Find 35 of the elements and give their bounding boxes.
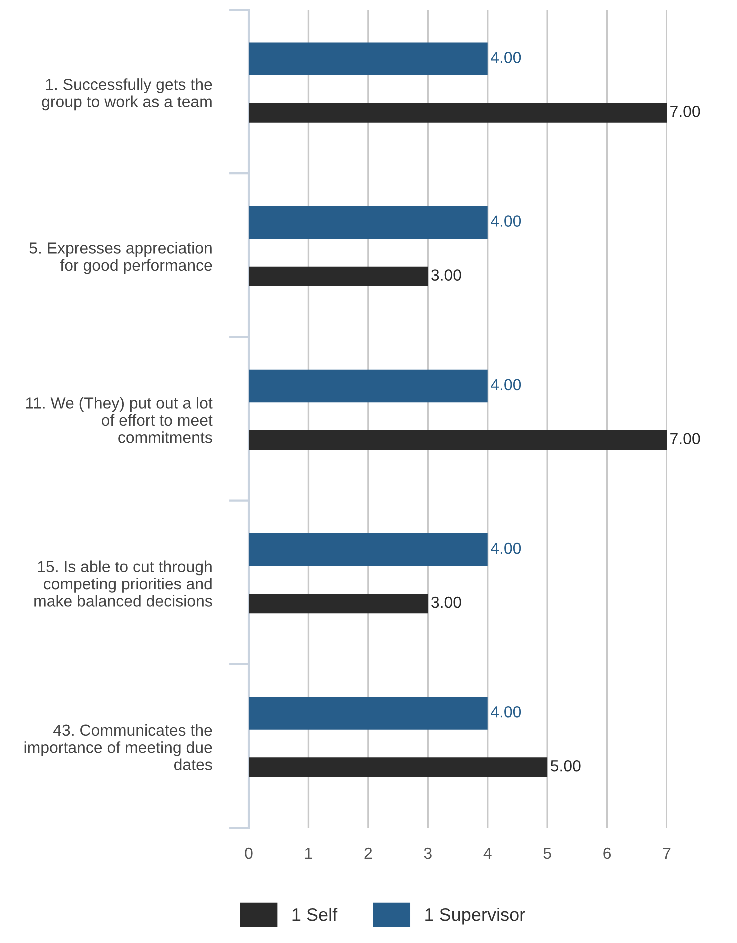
bar	[249, 266, 428, 286]
text: 4.00	[491, 706, 522, 718]
bar	[249, 430, 667, 450]
bar	[249, 697, 488, 730]
text: 3.00	[432, 270, 462, 281]
text: 5.00	[550, 760, 581, 772]
x-tick-label: 2	[364, 848, 372, 860]
x-tick-label: 4	[484, 848, 492, 860]
bar	[249, 594, 428, 614]
bar	[249, 42, 488, 76]
x-tick-label: 5	[544, 848, 552, 860]
bar	[249, 103, 667, 123]
text: 7.00	[670, 433, 700, 445]
bar	[249, 534, 488, 566]
text: 4.00	[491, 52, 522, 64]
x-tick-label: 1	[305, 848, 312, 860]
legend-label: 1 Self	[292, 908, 338, 922]
text: 7.00	[670, 106, 700, 118]
x-tick-label: 3	[424, 848, 432, 860]
y-tick-label: 11. We (They) put out a lot of effort to meet commitments	[26, 397, 213, 444]
bar	[249, 370, 488, 403]
y-tick-label: 43. Communicates the importance of meeting due dates	[24, 724, 212, 771]
y-tick-label: 15. Is able to cut through competing priorities and make balanced decisions	[34, 560, 212, 607]
bar	[249, 206, 488, 240]
x-tick-label: 6	[604, 848, 612, 860]
x-tick-label: 0	[245, 848, 253, 860]
text: 3.00	[432, 596, 462, 608]
text: 4.00	[491, 542, 522, 554]
y-tick-label: 1. Successfully gets the group to work as a team	[42, 78, 212, 111]
y-tick-label: 5. Expresses appreciation for good performance	[30, 242, 212, 274]
text: 4.00	[491, 379, 522, 391]
text: 4.00	[491, 216, 522, 227]
x-tick-label: 7	[663, 848, 671, 860]
bar	[249, 758, 548, 778]
legend-label: 1 Supervisor	[426, 908, 526, 925]
